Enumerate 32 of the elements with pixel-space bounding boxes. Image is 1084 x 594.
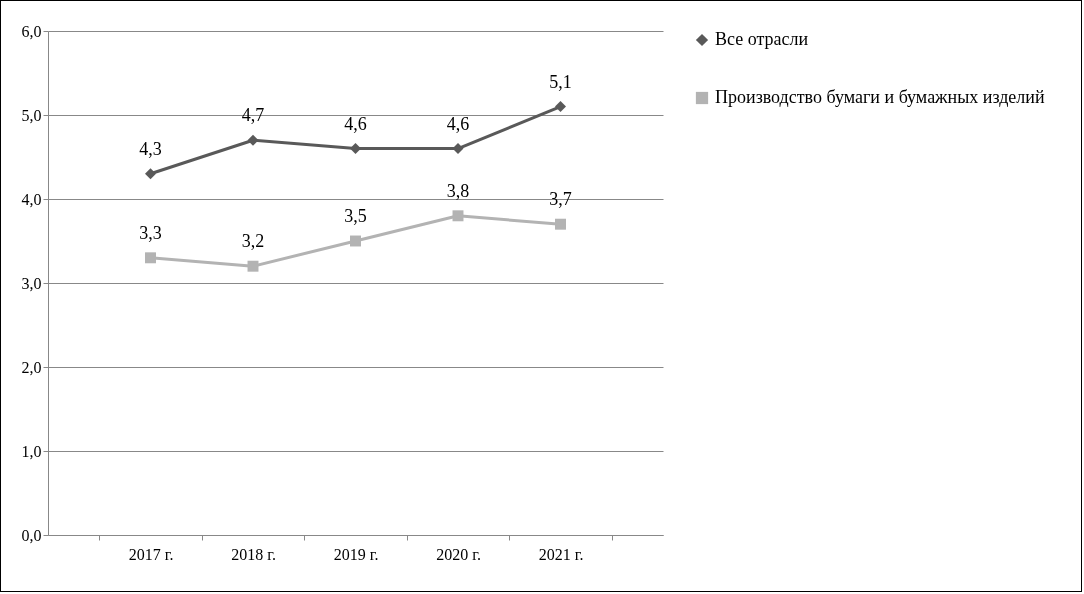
data-label: 4,6 — [344, 113, 367, 134]
y-tick-label: 6,0 — [21, 22, 42, 40]
data-label: 3,8 — [446, 180, 470, 201]
point — [555, 101, 566, 113]
y-tick-label: 0,0 — [21, 526, 42, 544]
y-tick-label: 1,0 — [21, 442, 42, 460]
data-label: 4,6 — [446, 113, 470, 134]
x-tick-label: 2019 г. — [333, 545, 379, 563]
point — [350, 143, 361, 155]
point — [452, 210, 464, 222]
x-tick-label: 2017 г. — [128, 545, 174, 563]
data-label: 3,3 — [139, 222, 162, 243]
point — [145, 168, 156, 180]
x-tick-label: 2021 г. — [538, 545, 584, 563]
y-tick-label: 5,0 — [21, 106, 42, 124]
data-label: 4,3 — [139, 138, 162, 159]
point — [145, 252, 156, 264]
legend-label: Все отрасли — [715, 29, 809, 49]
data-label: 4,7 — [241, 105, 265, 126]
data-label: 5,1 — [549, 71, 572, 92]
point — [247, 260, 259, 272]
data-label: 3,7 — [549, 189, 572, 210]
point — [350, 235, 361, 247]
point — [555, 218, 566, 230]
y-tick-label: 2,0 — [21, 358, 42, 376]
x-tick-label: 2018 г. — [231, 545, 276, 563]
data-label: 3,2 — [241, 231, 265, 252]
x-tick-label: 2020 г. — [436, 545, 481, 563]
y-tick-label: 4,0 — [21, 190, 42, 208]
data-label: 3,5 — [344, 206, 367, 226]
y-tick-label: 3,0 — [21, 274, 42, 292]
legend-label: Производство бумаги и бумажных изделий — [715, 87, 1045, 107]
